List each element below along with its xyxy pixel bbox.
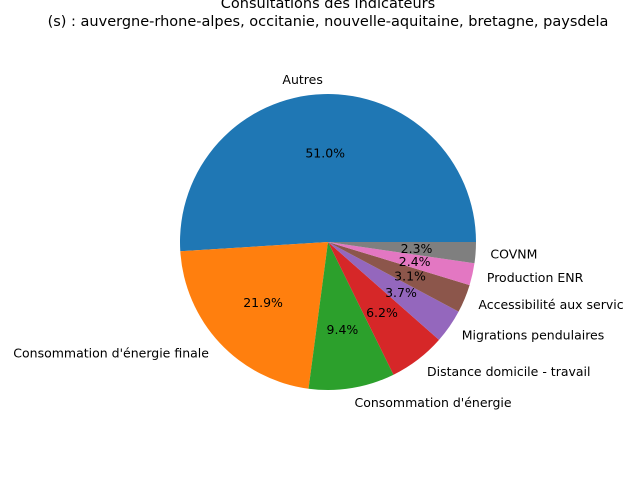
- slice-label-accessibilite-aux-servic: Accessibilité aux servic: [478, 297, 623, 312]
- slice-percent-covnm: 2.3%: [401, 241, 433, 256]
- slice-percent-distance-domicile-travail: 6.2%: [366, 305, 398, 320]
- pie-slice-consommation-d-energie-finale: [180, 242, 328, 389]
- pie-percent-labels: 51.0% 21.9% 9.4% 6.2% 3.7% 3.1%2.4%2.3%: [243, 146, 432, 337]
- slice-label-consommation-d-energie: Consommation d'énergie: [354, 395, 511, 410]
- slice-label-distance-domicile-travail: Distance domicile - travail: [427, 364, 591, 379]
- slice-label-production-enr: Production ENR: [487, 270, 584, 285]
- pie-labels: Autres Consommation d'énergie finale Conso…: [13, 72, 623, 410]
- slice-label-autres: Autres: [282, 72, 322, 87]
- pie-slice-production-enr: [328, 242, 475, 286]
- pie-slice-distance-domicile-travail: [328, 242, 440, 375]
- slice-label-consommation-d-energie-finale: Consommation d'énergie finale: [13, 346, 209, 361]
- pie-slice-accessibilite-aux-servic: [328, 242, 470, 312]
- chart-title: Consultations des indicateurs: [221, 0, 435, 12]
- slice-percent-consommation-d-energie-finale: 21.9%: [243, 295, 283, 310]
- pie-slice-consommation-d-energie: [308, 242, 394, 390]
- pie-slices: [180, 94, 477, 390]
- pie-slice-covnm: [328, 242, 476, 264]
- pie-slice-migrations-pendulaires: [328, 242, 459, 340]
- slice-percent-production-enr: 2.4%: [399, 254, 431, 269]
- pie-slice-autres: [180, 94, 477, 252]
- chart-subtitle: (s) : auvergne-rhone-alpes, occitanie, n…: [48, 14, 609, 30]
- slice-percent-migrations-pendulaires: 3.7%: [385, 285, 417, 300]
- slice-label-migrations-pendulaires: Migrations pendulaires: [462, 327, 605, 342]
- slice-percent-autres: 51.0%: [305, 146, 345, 161]
- slice-percent-consommation-d-energie: 9.4%: [327, 322, 359, 337]
- slice-label-covnm: COVNM: [490, 246, 537, 261]
- slice-percent-accessibilite-aux-servic: 3.1%: [394, 268, 426, 283]
